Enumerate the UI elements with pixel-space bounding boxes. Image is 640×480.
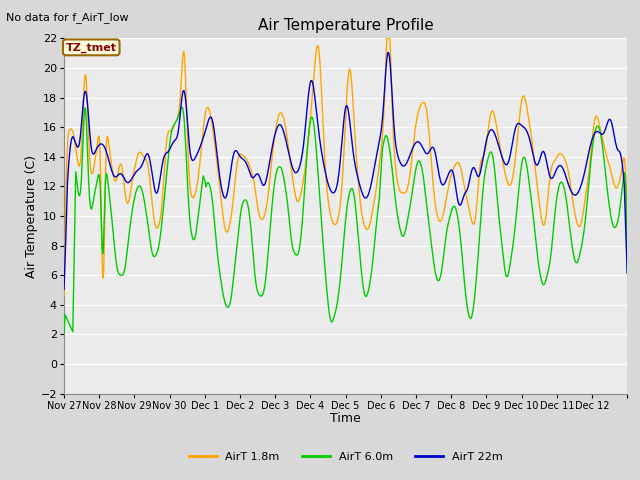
AirT 1.8m: [623, 251, 631, 257]
AirT 6.0m: [60, 331, 68, 336]
Text: TZ_tmet: TZ_tmet: [66, 42, 116, 52]
AirT 6.0m: [87, 206, 95, 212]
AirT 22m: [385, 49, 392, 55]
AirT 6.0m: [294, 251, 302, 256]
AirT 22m: [623, 270, 631, 276]
AirT 6.0m: [596, 127, 604, 132]
Title: Air Temperature Profile: Air Temperature Profile: [258, 18, 433, 33]
AirT 6.0m: [605, 196, 612, 202]
AirT 6.0m: [623, 271, 631, 276]
AirT 22m: [596, 130, 604, 136]
AirT 1.8m: [596, 123, 604, 129]
AirT 1.8m: [392, 172, 400, 178]
AirT 1.8m: [294, 199, 301, 204]
Line: AirT 22m: AirT 22m: [64, 52, 627, 289]
AirT 1.8m: [60, 293, 68, 299]
AirT 1.8m: [605, 159, 612, 165]
Line: AirT 1.8m: AirT 1.8m: [64, 38, 627, 296]
AirT 1.8m: [87, 168, 95, 174]
X-axis label: Time: Time: [330, 412, 361, 425]
AirT 22m: [60, 287, 68, 292]
AirT 1.8m: [164, 129, 172, 134]
AirT 6.0m: [392, 205, 400, 211]
AirT 1.8m: [383, 36, 391, 41]
AirT 6.0m: [178, 104, 186, 110]
Line: AirT 6.0m: AirT 6.0m: [64, 107, 627, 334]
Y-axis label: Air Temperature (C): Air Temperature (C): [25, 155, 38, 277]
Legend: AirT 1.8m, AirT 6.0m, AirT 22m: AirT 1.8m, AirT 6.0m, AirT 22m: [184, 447, 507, 466]
AirT 22m: [392, 146, 400, 152]
Text: No data for f_AirT_low: No data for f_AirT_low: [6, 12, 129, 23]
AirT 22m: [164, 148, 172, 154]
AirT 22m: [87, 143, 95, 149]
AirT 6.0m: [164, 152, 172, 158]
AirT 22m: [605, 118, 612, 123]
AirT 22m: [294, 168, 301, 174]
